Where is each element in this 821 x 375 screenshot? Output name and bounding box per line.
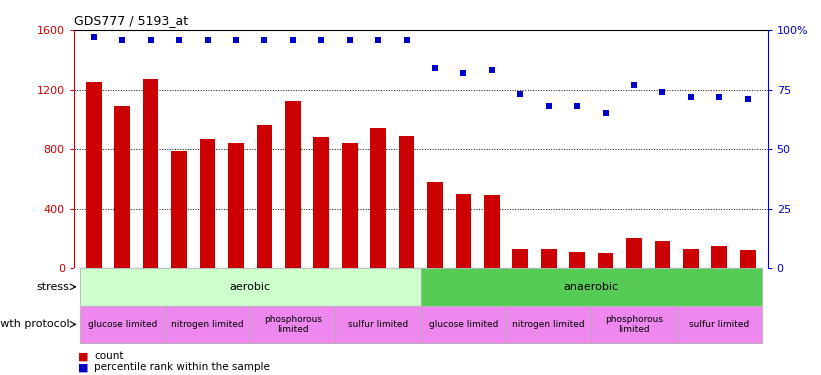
Bar bbox=[336, 306, 421, 343]
Text: percentile rank within the sample: percentile rank within the sample bbox=[94, 363, 270, 372]
Text: ■: ■ bbox=[78, 351, 89, 361]
Bar bbox=[200, 139, 215, 268]
Bar bbox=[342, 143, 357, 268]
Text: anaerobic: anaerobic bbox=[564, 282, 619, 292]
Bar bbox=[677, 306, 762, 343]
Bar bbox=[86, 82, 102, 268]
Text: ■: ■ bbox=[78, 363, 89, 372]
Bar bbox=[654, 242, 670, 268]
Text: aerobic: aerobic bbox=[230, 282, 271, 292]
Text: growth protocol: growth protocol bbox=[0, 320, 70, 329]
Bar bbox=[250, 306, 336, 343]
Text: sulfur limited: sulfur limited bbox=[689, 320, 750, 329]
Point bbox=[400, 36, 413, 42]
Point bbox=[144, 36, 158, 42]
Bar bbox=[541, 249, 557, 268]
Bar bbox=[456, 194, 471, 268]
Bar bbox=[228, 143, 244, 268]
Point bbox=[429, 65, 442, 71]
Point bbox=[87, 34, 100, 40]
Point bbox=[741, 96, 754, 102]
Bar bbox=[712, 246, 727, 268]
Bar bbox=[143, 79, 158, 268]
Text: phosphorous
limited: phosphorous limited bbox=[264, 315, 322, 334]
Point bbox=[229, 36, 242, 42]
Bar bbox=[569, 252, 585, 268]
Bar bbox=[683, 249, 699, 268]
Bar bbox=[626, 238, 642, 268]
Point bbox=[713, 94, 726, 100]
Text: stress: stress bbox=[37, 282, 70, 292]
Bar bbox=[80, 268, 421, 306]
Text: phosphorous
limited: phosphorous limited bbox=[605, 315, 663, 334]
Point bbox=[287, 36, 300, 42]
Point bbox=[343, 36, 356, 42]
Bar bbox=[512, 249, 528, 268]
Bar bbox=[506, 306, 591, 343]
Point bbox=[372, 36, 385, 42]
Bar bbox=[427, 182, 443, 268]
Text: nitrogen limited: nitrogen limited bbox=[172, 320, 244, 329]
Point bbox=[314, 36, 328, 42]
Point bbox=[485, 68, 498, 74]
Bar bbox=[80, 306, 165, 343]
Text: glucose limited: glucose limited bbox=[88, 320, 157, 329]
Text: sulfur limited: sulfur limited bbox=[348, 320, 408, 329]
Bar bbox=[172, 150, 187, 268]
Bar bbox=[484, 195, 500, 268]
Text: nitrogen limited: nitrogen limited bbox=[512, 320, 585, 329]
Bar bbox=[257, 125, 273, 268]
Bar bbox=[598, 253, 613, 268]
Text: GDS777 / 5193_at: GDS777 / 5193_at bbox=[74, 15, 188, 27]
Bar bbox=[421, 306, 506, 343]
Point bbox=[599, 110, 612, 116]
Bar bbox=[314, 137, 329, 268]
Point bbox=[571, 103, 584, 109]
Point bbox=[258, 36, 271, 42]
Point bbox=[684, 94, 697, 100]
Point bbox=[627, 82, 640, 88]
Point bbox=[116, 36, 129, 42]
Point bbox=[542, 103, 555, 109]
Bar bbox=[114, 106, 130, 268]
Text: glucose limited: glucose limited bbox=[429, 320, 498, 329]
Bar bbox=[591, 306, 677, 343]
Point bbox=[172, 36, 186, 42]
Bar bbox=[740, 250, 755, 268]
Bar bbox=[285, 102, 300, 268]
Bar bbox=[370, 128, 386, 268]
Point bbox=[456, 70, 470, 76]
Bar bbox=[421, 268, 762, 306]
Point bbox=[201, 36, 214, 42]
Text: count: count bbox=[94, 351, 124, 361]
Bar bbox=[399, 136, 415, 268]
Point bbox=[656, 89, 669, 95]
Bar bbox=[165, 306, 250, 343]
Point bbox=[514, 91, 527, 97]
